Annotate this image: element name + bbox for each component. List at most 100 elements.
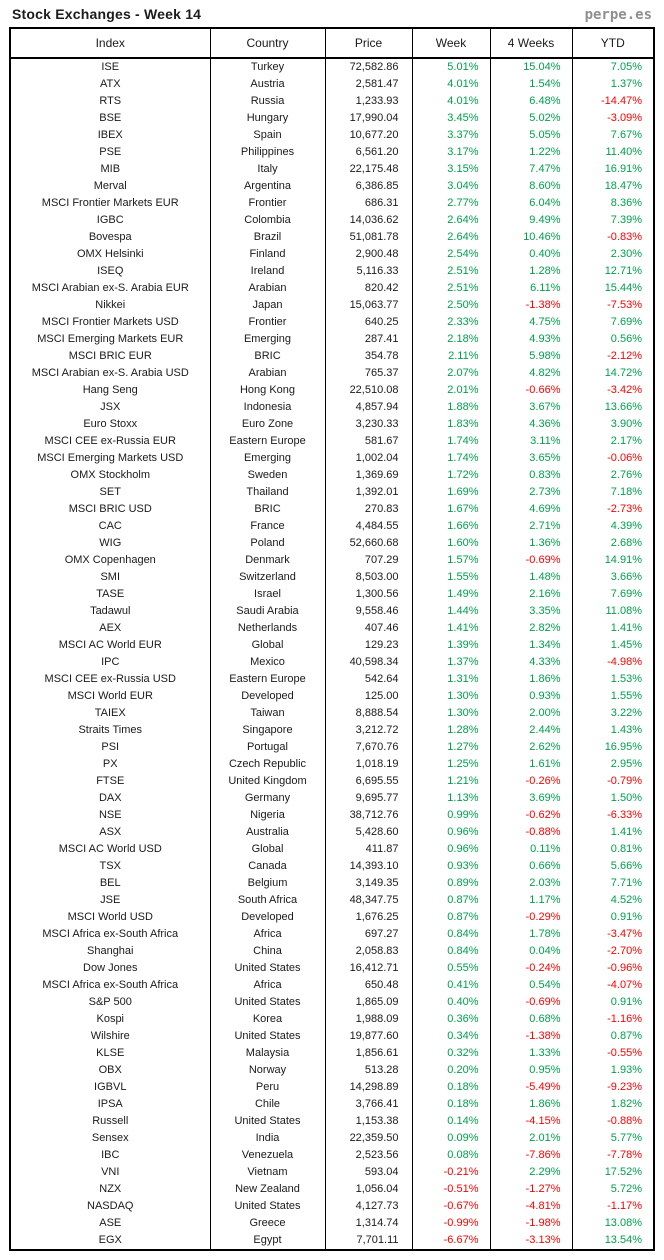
price-cell: 1,018.19 [324,756,413,773]
index-cell: PSI [9,739,211,756]
price-cell: 2,900.48 [324,246,413,263]
ytd-cell: 1.82% [571,1096,655,1113]
table-row: MSCI Emerging Markets USD Emerging 1,002.0… [9,450,655,467]
week-cell: 2.51% [411,280,491,297]
price-cell: 15,063.77 [324,297,413,314]
column-header-country: Country [209,27,326,59]
index-cell: SMI [9,569,211,586]
weeks4-cell: 5.02% [489,110,573,127]
ytd-cell: -2.12% [571,348,655,365]
index-cell: PX [9,756,211,773]
week-cell: 2.51% [411,263,491,280]
table-row: Wilshire United States 19,877.60 0.34% -1.38… [9,1028,655,1045]
country-cell: Malaysia [209,1045,326,1062]
ytd-cell: -2.73% [571,501,655,518]
weeks4-cell: 2.01% [489,1130,573,1147]
price-cell: 1,300.56 [324,586,413,603]
country-cell: New Zealand [209,1181,326,1198]
table-row: DAX Germany 9,695.77 1.13% 3.69% 1.50% [9,790,655,807]
ytd-cell: -0.96% [571,960,655,977]
country-cell: Egypt [209,1232,326,1250]
price-cell: 22,510.08 [324,382,413,399]
ytd-cell: 0.87% [571,1028,655,1045]
weeks4-cell: 0.40% [489,246,573,263]
table-row: RTS Russia 1,233.93 4.01% 6.48% -14.47% [9,93,655,110]
table-row: TSX Canada 14,393.10 0.93% 0.66% 5.66% [9,858,655,875]
week-cell: 3.15% [411,161,491,178]
column-header-index: Index [9,27,211,59]
table-row: TAIEX Taiwan 8,888.54 1.30% 2.00% 3.22% [9,705,655,722]
country-cell: Indonesia [209,399,326,416]
week-cell: 1.41% [411,620,491,637]
index-cell: FTSE [9,773,211,790]
country-cell: Frontier [209,195,326,212]
week-cell: 2.11% [411,348,491,365]
table-row: BEL Belgium 3,149.35 0.89% 2.03% 7.71% [9,875,655,892]
weeks4-cell: 2.44% [489,722,573,739]
week-cell: 0.09% [411,1130,491,1147]
price-cell: 19,877.60 [324,1028,413,1045]
table-row: PSI Portugal 7,670.76 1.27% 2.62% 16.95% [9,739,655,756]
table-row: Nikkei Japan 15,063.77 2.50% -1.38% -7.53% [9,297,655,314]
week-cell: 0.18% [411,1096,491,1113]
price-cell: 1,002.04 [324,450,413,467]
ytd-cell: -0.83% [571,229,655,246]
ytd-cell: 13.66% [571,399,655,416]
country-cell: United States [209,960,326,977]
ytd-cell: 3.22% [571,705,655,722]
index-cell: MSCI BRIC USD [9,501,211,518]
country-cell: Vietnam [209,1164,326,1181]
price-cell: 354.78 [324,348,413,365]
index-cell: OMX Copenhagen [9,552,211,569]
weeks4-cell: -7.86% [489,1147,573,1164]
index-cell: Tadawul [9,603,211,620]
week-cell: 1.37% [411,654,491,671]
index-cell: MSCI CEE ex-Russia USD [9,671,211,688]
country-cell: Turkey [209,58,326,76]
ytd-cell: 1.55% [571,688,655,705]
ytd-cell: 7.18% [571,484,655,501]
ytd-cell: 2.68% [571,535,655,552]
index-cell: DAX [9,790,211,807]
weeks4-cell: -0.66% [489,382,573,399]
weeks4-cell: 5.98% [489,348,573,365]
ytd-cell: -1.16% [571,1011,655,1028]
price-cell: 411.87 [324,841,413,858]
weeks4-cell: 1.48% [489,569,573,586]
price-cell: 51,081.78 [324,229,413,246]
country-cell: Arabian [209,280,326,297]
index-cell: TASE [9,586,211,603]
country-cell: Emerging [209,331,326,348]
ytd-cell: 7.71% [571,875,655,892]
price-cell: 1,314.74 [324,1215,413,1232]
table-row: Merval Argentina 6,386.85 3.04% 8.60% 18.47% [9,178,655,195]
country-cell: France [209,518,326,535]
weeks4-cell: 6.11% [489,280,573,297]
index-cell: KLSE [9,1045,211,1062]
index-cell: OMX Helsinki [9,246,211,263]
country-cell: Venezuela [209,1147,326,1164]
week-cell: 4.01% [411,76,491,93]
country-cell: Singapore [209,722,326,739]
table-header: Index Country Price Week 4 Weeks YTD [9,27,655,59]
weeks4-cell: 10.46% [489,229,573,246]
ytd-cell: 12.71% [571,263,655,280]
week-cell: 2.33% [411,314,491,331]
week-cell: 1.83% [411,416,491,433]
weeks4-cell: -1.38% [489,297,573,314]
week-cell: 1.30% [411,688,491,705]
country-cell: United States [209,1198,326,1215]
ytd-cell: 14.72% [571,365,655,382]
weeks4-cell: 0.04% [489,943,573,960]
week-cell: 1.55% [411,569,491,586]
table-row: S&P 500 United States 1,865.09 0.40% -0.69% 0… [9,994,655,1011]
table-row: VNI Vietnam 593.04 -0.21% 2.29% 17.52% [9,1164,655,1181]
header-row: Index Country Price Week 4 Weeks YTD [9,27,655,59]
price-cell: 1,676.25 [324,909,413,926]
column-header-week: Week [411,27,491,59]
price-cell: 1,369.69 [324,467,413,484]
country-cell: Israel [209,586,326,603]
price-cell: 14,298.89 [324,1079,413,1096]
ytd-cell: -9.23% [571,1079,655,1096]
